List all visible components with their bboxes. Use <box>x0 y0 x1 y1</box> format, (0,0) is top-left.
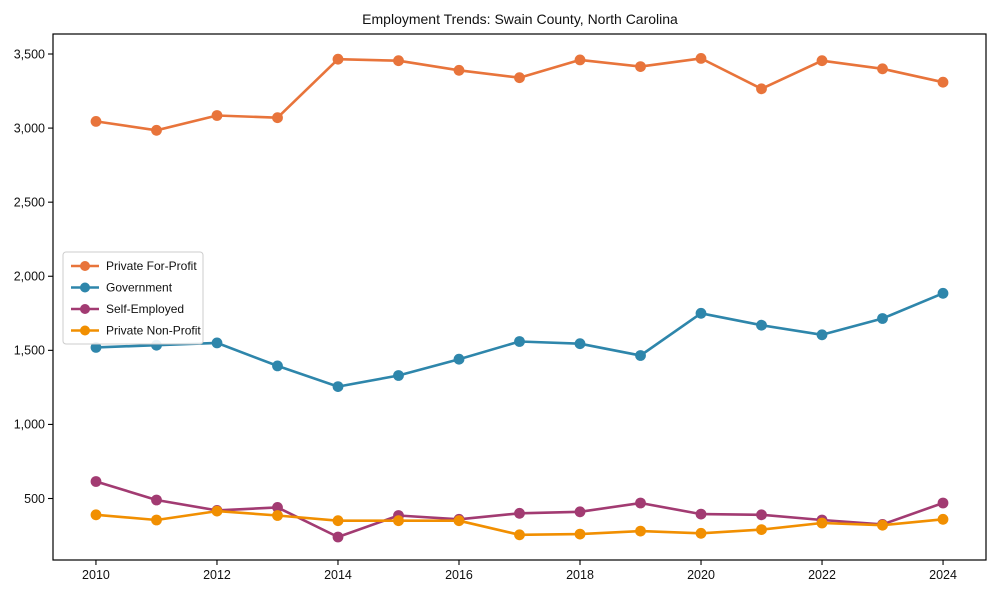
data-point-self-employed <box>937 497 949 509</box>
data-point-private-for-profit <box>816 55 828 67</box>
x-tick-label: 2014 <box>324 568 352 582</box>
x-tick-label: 2010 <box>82 568 110 582</box>
data-point-government <box>635 350 646 361</box>
legend-marker-government <box>80 282 90 293</box>
y-tick-label: 2,500 <box>14 195 45 209</box>
x-tick-label: 2016 <box>445 568 473 582</box>
data-point-private-for-profit <box>90 116 102 127</box>
data-point-private-for-profit <box>151 124 162 136</box>
x-tick-label: 2012 <box>203 568 231 582</box>
data-point-private-non-profit <box>816 517 828 529</box>
y-tick-label: 1,500 <box>14 344 45 358</box>
data-point-private-for-profit <box>756 83 767 95</box>
data-point-private-for-profit <box>695 53 707 64</box>
data-point-private-for-profit <box>574 54 586 66</box>
data-point-government <box>514 336 525 347</box>
x-tick-label: 2024 <box>929 568 957 582</box>
data-point-self-employed <box>90 476 102 487</box>
data-point-government <box>393 370 404 381</box>
data-point-private-non-profit <box>272 510 283 521</box>
data-point-private-non-profit <box>453 515 465 527</box>
data-point-private-non-profit <box>635 525 646 537</box>
data-point-private-for-profit <box>332 53 344 65</box>
data-point-self-employed <box>695 508 707 520</box>
data-point-private-for-profit <box>937 76 949 88</box>
data-point-private-for-profit <box>211 110 223 121</box>
data-point-private-non-profit <box>211 505 223 517</box>
data-point-government <box>695 307 707 319</box>
data-point-private-non-profit <box>756 524 767 535</box>
y-tick-label: 500 <box>24 492 45 506</box>
data-point-private-for-profit <box>272 112 283 124</box>
legend-label-self-employed: Self-Employed <box>106 302 184 316</box>
legend-box <box>62 251 204 345</box>
data-point-government <box>332 381 344 392</box>
legend-label-private-non-profit: Private Non-Profit <box>106 324 201 338</box>
data-point-government <box>211 337 223 349</box>
data-point-government <box>756 319 767 331</box>
data-point-private-non-profit <box>514 529 525 541</box>
data-point-government <box>574 338 586 350</box>
data-point-government <box>816 329 828 341</box>
x-tick-label: 2018 <box>566 568 594 582</box>
legend-marker-private-for-profit <box>80 261 90 271</box>
data-point-self-employed <box>272 502 283 513</box>
series-line-private-for-profit <box>94 57 945 132</box>
data-point-self-employed <box>756 509 767 521</box>
data-point-private-for-profit <box>514 72 525 84</box>
data-point-private-for-profit <box>635 61 646 72</box>
y-tick-label: 3,000 <box>14 121 45 135</box>
data-point-private-non-profit <box>90 509 102 521</box>
x-tick-label: 2022 <box>808 568 836 582</box>
data-point-private-non-profit <box>393 515 404 527</box>
axes-ticks: 500 1,000 1,500 2,000 2,500 3,000 3,500 2010 201… <box>14 47 957 582</box>
data-point-private-non-profit <box>151 514 162 526</box>
data-point-private-for-profit <box>877 63 888 75</box>
y-tick-label: 2,000 <box>14 270 45 284</box>
data-point-government <box>272 360 283 372</box>
data-point-self-employed <box>574 506 586 518</box>
plot-frame <box>52 33 987 561</box>
data-point-self-employed <box>514 507 525 519</box>
axis-frame <box>52 33 987 561</box>
legend-marker-private-non-profit <box>80 325 90 336</box>
data-point-government <box>90 342 102 353</box>
data-point-private-for-profit <box>453 64 465 76</box>
data-point-self-employed <box>635 497 646 509</box>
data-point-self-employed <box>332 531 344 543</box>
data-point-private-for-profit <box>393 55 404 67</box>
data-point-private-non-profit <box>574 528 586 540</box>
x-tick-label: 2020 <box>687 568 715 582</box>
y-tick-label: 1,000 <box>14 418 45 432</box>
series-layer <box>90 53 949 543</box>
legend: Private For-Profit Government Self-Employe… <box>62 251 204 345</box>
data-point-private-non-profit <box>332 515 344 527</box>
data-point-private-non-profit <box>695 527 707 539</box>
data-point-private-non-profit <box>937 513 949 525</box>
data-point-self-employed <box>151 494 162 506</box>
data-point-government <box>453 353 465 365</box>
data-point-government <box>877 313 888 324</box>
legend-label-private-for-profit: Private For-Profit <box>106 259 197 273</box>
data-point-private-non-profit <box>877 519 888 531</box>
legend-marker-self-employed <box>80 304 90 314</box>
chart-title: Employment Trends: Swain County, North C… <box>362 11 678 27</box>
data-point-government <box>937 287 949 299</box>
y-tick-label: 3,500 <box>14 47 45 61</box>
legend-label-government: Government <box>106 281 173 295</box>
